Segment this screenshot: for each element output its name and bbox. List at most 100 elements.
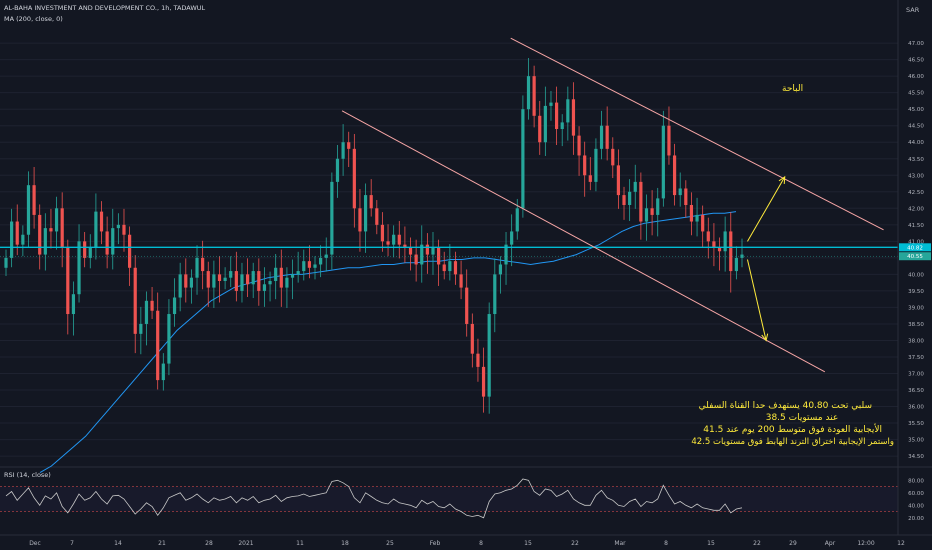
price-tick-label: 35.00 [908, 438, 924, 444]
candle-body [43, 228, 47, 255]
candle-body [476, 353, 480, 367]
price-tick-label: 39.50 [908, 289, 924, 295]
candle-body [583, 155, 587, 176]
price-label-box [899, 243, 931, 252]
price-tick-label: 36.00 [908, 405, 924, 411]
candle-body [717, 247, 722, 252]
price-tick-label: 46.00 [908, 74, 924, 80]
candle-body [99, 211, 104, 232]
rsi-tick-label: 20.00 [908, 516, 924, 522]
price-tick-label: 45.00 [908, 107, 924, 113]
time-tick-label: 15 [707, 540, 715, 547]
candle-body [229, 271, 233, 278]
candle-body [611, 148, 615, 166]
price-tick-label: 37.00 [908, 371, 924, 377]
horizontal-line[interactable] [0, 246, 898, 257]
time-tick-label: 8 [664, 540, 668, 547]
candle-body [189, 277, 194, 288]
candle-body [161, 363, 165, 381]
candle-body [414, 254, 418, 265]
candle-body [122, 224, 126, 235]
arrow-head [778, 175, 786, 184]
candle-body [571, 99, 576, 136]
time-tick-label: 12:00 [857, 540, 874, 547]
candle-body [116, 224, 120, 229]
candle-body [60, 208, 64, 248]
candle-body [672, 155, 677, 196]
candle-body [245, 274, 250, 285]
candle-body [453, 261, 458, 275]
candle-body [448, 261, 452, 272]
rsi-pane [0, 478, 898, 519]
candle-body [403, 244, 407, 248]
trend-lines[interactable] [341, 37, 884, 373]
annotation-line-1: سلبي تحت 40.80 يستهدف حدا القناة السفلي [698, 401, 872, 411]
annotation-line-3: الأيجابية العودة فوق متوسط 200 يوم عند 4… [703, 425, 882, 435]
arrows[interactable] [746, 175, 786, 342]
candle-body [622, 195, 626, 206]
price-tick-label: 39.00 [908, 305, 924, 311]
candle-body [285, 277, 289, 288]
candle-body [459, 274, 463, 288]
candle-body [290, 274, 295, 278]
candle-body [465, 287, 469, 324]
price-label-text: 40.55 [907, 254, 923, 260]
candle-body [144, 300, 149, 324]
rsi-path [5, 478, 743, 519]
price-tick-label: 44.00 [908, 140, 924, 146]
rsi-tick-label: 40.00 [908, 503, 924, 509]
candle-body [701, 214, 705, 232]
candle-body [723, 231, 727, 252]
candle-body [599, 125, 604, 149]
annotation-line-4: واستمر الإيجابية اختراق الترند الهابط فو… [691, 437, 894, 447]
candle-body [240, 274, 244, 291]
candle-body [498, 264, 503, 275]
candle-body [689, 205, 694, 222]
candle-body [206, 271, 210, 288]
candle-body [397, 234, 401, 245]
candle-body [32, 185, 36, 215]
arrow-head [761, 333, 769, 342]
candle-body [661, 125, 665, 199]
candle-body [526, 76, 531, 110]
price-label-box [899, 252, 931, 261]
candle-body [279, 267, 283, 288]
time-tick-label: 14 [114, 540, 122, 547]
candle-body [150, 300, 154, 311]
candle-body [380, 224, 385, 242]
candle-body [296, 271, 300, 275]
price-axis[interactable]: 34.50 35.00 35.50 36.00 36.50 37.00 37.50 38.00… [897, 0, 931, 535]
candle-body [313, 264, 317, 268]
candle-body [94, 211, 98, 248]
candle-body [195, 257, 199, 278]
candle-body [504, 244, 508, 265]
candle-body [549, 102, 553, 106]
candle-body [83, 241, 87, 258]
candle-body [54, 208, 59, 232]
time-tick-label: 25 [386, 540, 394, 547]
candle-body [656, 198, 660, 215]
candle-body [420, 244, 424, 265]
rsi-band-fill [0, 486, 898, 512]
candles [4, 57, 744, 414]
candle-body [66, 247, 70, 315]
time-tick-label: 22 [571, 540, 579, 547]
candle-body [139, 323, 143, 334]
candle-body [633, 181, 637, 192]
candle-body [257, 271, 261, 291]
price-tick-label: 43.50 [908, 157, 924, 163]
annotation-title: الباحة [782, 84, 804, 94]
time-axis[interactable]: Dec 7 14 21 28 2021 11 18 25 Feb 8 15 22 Mar 8 15 22 29 Ap… [0, 534, 932, 547]
moving-average-line [39, 211, 737, 474]
candle-body [128, 234, 132, 268]
candle-body [302, 261, 306, 272]
candle-body [470, 323, 474, 354]
candle-body [442, 264, 446, 272]
currency-label: SAR [906, 6, 920, 14]
time-tick-label: 11 [296, 540, 304, 547]
grid [0, 42, 932, 468]
candle-body [650, 208, 654, 215]
candle-body [532, 76, 536, 116]
